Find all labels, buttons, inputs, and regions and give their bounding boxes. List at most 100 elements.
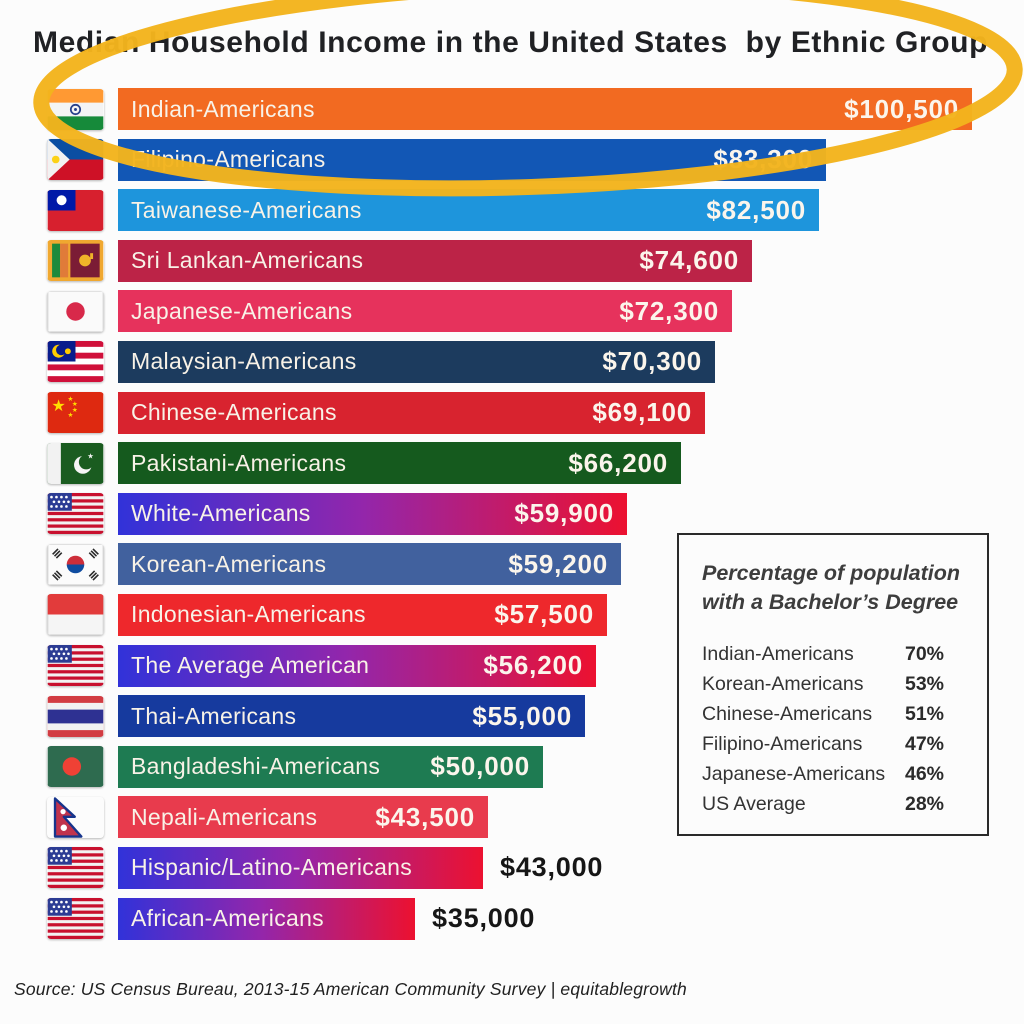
flag-icon-japan [47,290,104,332]
degree-panel-title-line1: Percentage of population [702,561,961,585]
degree-panel-rows: Indian-Americans 70% Korean-Americans 53% Ch… [702,639,967,819]
bar-value: $56,200 [483,650,583,681]
bar-label: Indonesian-Americans [131,601,366,628]
bar-row-sri-lankan-americans: Sri Lankan-Americans $74,600 [0,239,972,282]
flag-icon-usa [47,847,104,889]
degree-row-name: Chinese-Americans [702,702,873,725]
flag-icon-taiwan [47,189,104,231]
degree-row-indian-americans: Indian-Americans 70% [702,639,967,669]
flag-icon-philippines [47,139,104,181]
bar-filipino-americans: Filipino-Americans $83,300 [118,138,826,181]
bar-label: Bangladeshi-Americans [131,753,381,780]
bar-row-thai-americans: Thai-Americans $55,000 [0,695,972,738]
bar-value: $66,200 [568,447,668,478]
bar-chinese-americans: Chinese-Americans $69,100 [118,391,705,434]
bar-row-pakistani-americans: ★ Pakistani-Americans $66,200 [0,442,972,485]
bar-label: Nepali-Americans [131,803,318,830]
bar-row-korean-americans: Korean-Americans $59,200 [0,543,972,586]
degree-row-us-average: US Average 28% [702,789,967,819]
bar-value-outside: $35,000 [432,903,536,933]
bar-row-african-americans: African-Americans $35,000 [0,897,972,940]
bar-value: $59,200 [508,548,608,579]
bar-row-taiwanese-americans: Taiwanese-Americans $82,500 [0,189,972,232]
bar-label: Taiwanese-Americans [131,196,362,223]
bar-value: $57,500 [494,599,594,630]
bachelors-degree-panel: Percentage of population with a Bachelor… [677,533,989,836]
flag-icon-pakistan: ★ [47,442,104,484]
bar-label: White-Americans [131,500,311,527]
bar-row-indonesian-americans: Indonesian-Americans $57,500 [0,593,972,636]
svg-text:★: ★ [67,395,73,403]
flag-icon-china: ★ ★ ★ ★ ★ [47,392,104,434]
bar-row-bangladeshi-americans: Bangladeshi-Americans $50,000 [0,745,972,788]
bar-row-nepali-americans: Nepali-Americans $43,500 [0,796,972,839]
bar-row-chinese-americans: ★ ★ ★ ★ ★ Chinese-Americans $69,100 [0,391,972,434]
bar-value: $69,100 [592,397,692,428]
bar-label: Filipino-Americans [131,146,326,173]
degree-panel-title-line2: with a Bachelor’s Degree [702,590,959,614]
svg-text:★: ★ [72,406,78,414]
bar-label: Japanese-Americans [131,297,353,324]
bar-row-white-americans: White-Americans $59,900 [0,492,972,535]
bar-african-americans: African-Americans [118,897,415,940]
flag-icon-korea [47,543,104,585]
chart-title: Median Household Income in the United St… [33,26,989,59]
svg-text:★: ★ [72,400,78,408]
degree-row-name: Indian-Americans [702,642,854,665]
degree-row-chinese-americans: Chinese-Americans 51% [702,699,967,729]
degree-row-name: Filipino-Americans [702,732,863,755]
bar-value: $100,500 [844,93,959,124]
flag-icon-usa [47,898,104,939]
degree-row-japanese-americans: Japanese-Americans 46% [702,759,967,789]
degree-row-percent: 47% [904,732,944,755]
bar-row-hispanic-latino-americans: Hispanic/Latino-Americans $43,000 [0,846,972,889]
bar-label: Malaysian-Americans [131,348,357,375]
bar-value: $82,500 [706,194,806,225]
bar-malaysian-americans: Malaysian-Americans $70,300 [118,340,715,383]
degree-row-percent: 70% [904,642,944,665]
flag-icon-malaysia [47,341,104,383]
bar-sri-lankan-americans: Sri Lankan-Americans $74,600 [118,239,752,282]
source-caption: Source: US Census Bureau, 2013-15 Americ… [14,979,687,999]
bar-value: $74,600 [639,245,739,276]
bar-label: Indian-Americans [131,95,315,122]
degree-row-name: Japanese-Americans [702,762,886,785]
bar-label: Thai-Americans [131,702,297,729]
flag-icon-nepal [47,796,104,838]
flag-icon-usa [47,493,104,535]
bar-pakistani-americans: Pakistani-Americans $66,200 [118,442,681,485]
flag-icon-thailand [47,695,104,737]
svg-text:★: ★ [67,411,73,419]
degree-row-korean-americans: Korean-Americans 53% [702,669,967,699]
degree-row-percent: 51% [904,702,944,725]
bar-value: $50,000 [430,751,530,782]
bar-value: $59,900 [514,498,614,529]
degree-panel-title: Percentage of population with a Bachelor… [702,559,967,617]
bar-value: $83,300 [713,144,813,175]
bar-label: African-Americans [131,905,324,931]
bar-row-filipino-americans: Filipino-Americans $83,300 [0,138,972,181]
bar-white-americans: White-Americans $59,900 [118,492,627,535]
bar-row-the-average-american: The Average American $56,200 [0,644,972,687]
bar-bangladeshi-americans: Bangladeshi-Americans $50,000 [118,745,543,788]
bar-label: Hispanic/Latino-Americans [131,854,413,881]
bar-value: $43,500 [375,801,475,832]
bar-label: Chinese-Americans [131,399,337,426]
bar-label: Korean-Americans [131,550,327,577]
bar-row-malaysian-americans: Malaysian-Americans $70,300 [0,340,972,383]
bar-hispanic-latino-americans: Hispanic/Latino-Americans [118,846,483,889]
degree-row-percent: 28% [904,792,944,815]
bar-indian-americans: Indian-Americans $100,500 [118,88,972,130]
degree-row-name: Korean-Americans [702,672,864,695]
flag-icon-bangladesh [47,746,104,788]
bar-row-indian-americans: Indian-Americans $100,500 [0,88,972,130]
bar-value-outside: $43,000 [500,852,604,883]
degree-row-name: US Average [702,792,806,815]
bar-thai-americans: Thai-Americans $55,000 [118,695,585,738]
bar-korean-americans: Korean-Americans $59,200 [118,543,621,586]
degree-row-percent: 53% [904,672,944,695]
bar-label: Pakistani-Americans [131,449,347,476]
bar-japanese-americans: Japanese-Americans $72,300 [118,290,732,333]
flag-icon-india [47,88,104,130]
bar-value: $72,300 [619,295,719,326]
